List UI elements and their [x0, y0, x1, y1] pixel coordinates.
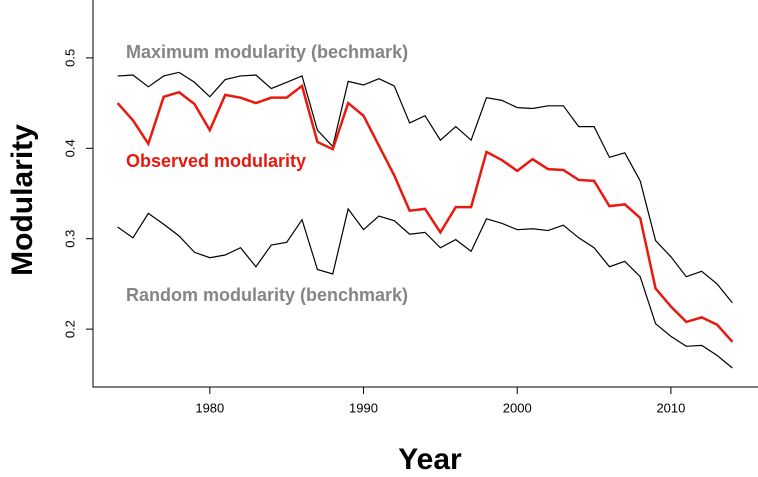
- series-line: [117, 71, 733, 304]
- x-axis-label: Year: [398, 443, 462, 476]
- series-label: Observed modularity: [126, 151, 306, 171]
- y-tick-label: 0.4: [62, 139, 77, 157]
- series-label: Random modularity (benchmark): [126, 285, 408, 305]
- y-axis-label: Modularity: [6, 124, 39, 276]
- x-tick-label: 2000: [503, 400, 532, 415]
- series-line: [117, 207, 733, 369]
- y-tick-label: 0.2: [62, 320, 77, 338]
- y-tick-label: 0.5: [62, 49, 77, 67]
- plot-frame: [92, 0, 758, 388]
- series-label: Maximum modularity (bechmark): [126, 42, 408, 62]
- y-tick-label: 0.3: [62, 230, 77, 248]
- x-tick-label: 1990: [349, 400, 378, 415]
- x-tick-label: 1980: [195, 400, 224, 415]
- x-tick-label: 2010: [656, 400, 685, 415]
- series-line: [116, 83, 734, 343]
